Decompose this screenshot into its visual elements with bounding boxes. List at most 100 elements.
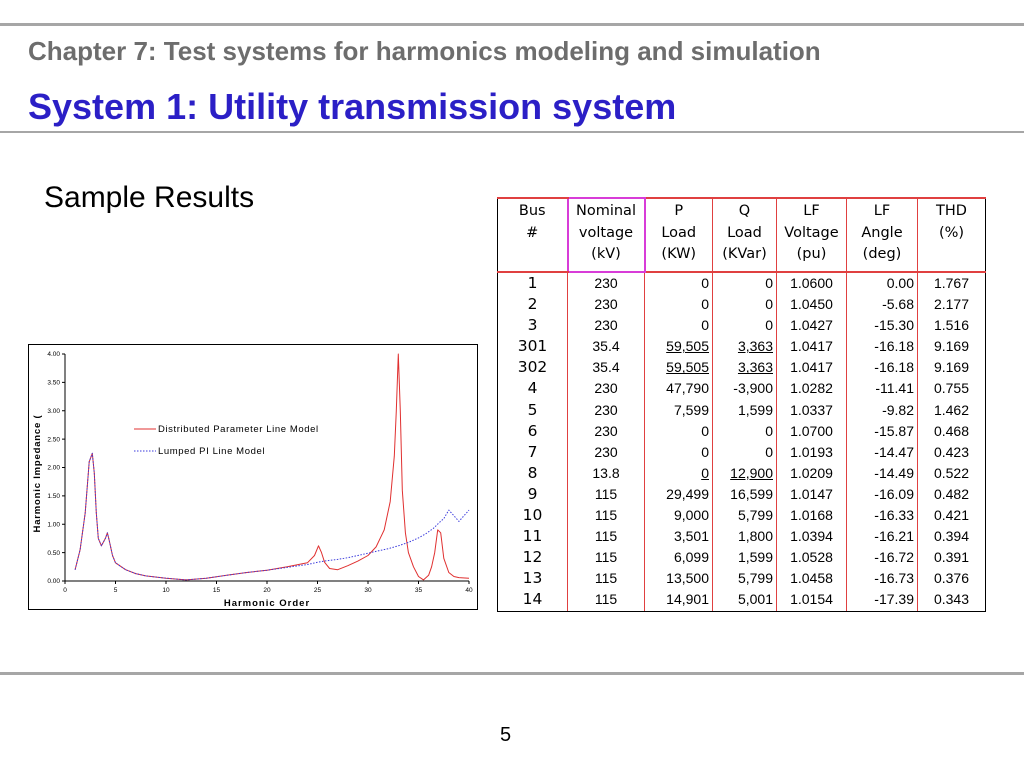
table-cell: -9.82 [846,399,918,421]
table-cell: 1.0417 [776,336,847,358]
table-cell: 2.177 [917,294,986,316]
results-table: Bus # Nominal voltage (kV) P Load (KW) Q Load (KVa… [497,197,986,612]
table-cell: 115 [567,526,645,548]
table-row: 14 115 14,901 5,001 1.0154 -17.39 0.343 [497,589,986,612]
table-cell: 35.4 [567,336,645,358]
legend-entry: Distributed Parameter Line Model [158,424,319,435]
table-cell: 115 [567,505,645,527]
table-cell: 0.394 [917,526,986,548]
header-line: Nominal [576,203,636,219]
bus-number-cell: 4 [497,378,568,400]
table-cell: 115 [567,547,645,569]
table-row: 301 35.4 59,505 3,363 1.0417 -16.18 9.169 [497,336,986,358]
table-row: 3 230 0 0 1.0427 -15.30 1.516 [497,315,986,337]
top-rule [0,23,1024,26]
table-cell: 35.4 [567,357,645,379]
x-tick-label: 25 [314,587,322,594]
table-cell: 3,363 [712,336,777,358]
x-tick-label: 15 [213,587,221,594]
table-cell: -14.49 [846,462,918,484]
table-cell: 0 [644,272,713,295]
y-tick-label: 0.00 [47,578,60,585]
table-cell: 1.0394 [776,526,847,548]
table-cell: 1.0700 [776,420,847,442]
y-tick-label: 1.50 [47,493,60,500]
series-line-distributed [74,353,470,581]
y-tick-label: 1.00 [47,521,60,528]
table-cell: 0 [644,462,713,484]
slide-title: System 1: Utility transmission system [28,86,677,127]
table-cell: -16.33 [846,505,918,527]
header-line: (pu) [796,246,827,262]
bus-number-cell: 10 [497,505,568,527]
table-cell: 16,599 [712,483,777,506]
table-cell: -16.72 [846,547,918,569]
series-line-lumped [74,452,470,581]
table-cell: -16.18 [846,336,918,358]
table-cell: 9.169 [917,357,986,379]
table-row: 11 115 3,501 1,800 1.0394 -16.21 0.394 [497,526,986,548]
y-tick-label: 2.50 [47,436,60,443]
table-cell: 12,900 [712,462,777,484]
table-cell: 115 [567,483,645,506]
table-cell: 230 [567,272,645,295]
bus-number-cell: 3 [497,315,568,337]
table-cell: 59,505 [644,357,713,379]
x-tick-label: 30 [364,587,372,594]
x-tick-label: 20 [263,587,271,594]
header-bus: Bus # [497,197,568,273]
header-line: Load [661,224,697,241]
table-cell: 0.423 [917,441,986,463]
header-line: voltage [578,224,634,241]
table-cell: 3,363 [712,357,777,379]
table-cell: 1,599 [712,399,777,421]
table-cell: 0 [712,315,777,337]
header-lf-voltage: LF Voltage (pu) [776,197,847,273]
header-line: Angle [861,224,903,241]
table-row: 1 230 0 0 1.0600 0.00 1.767 [497,272,986,295]
header-line: (KW) [661,246,697,262]
table-cell: 230 [567,399,645,421]
bus-number-cell: 302 [497,357,568,379]
table-cell: 1.516 [917,315,986,337]
table-cell: -14.47 [846,441,918,463]
bus-number-cell: 5 [497,399,568,421]
table-cell: -15.87 [846,420,918,442]
bus-number-cell: 8 [497,462,568,484]
y-tick-label: 4.00 [47,351,60,358]
table-cell: 1.0337 [776,399,847,421]
table-cell: -11.41 [846,378,918,400]
bus-number-cell: 2 [497,294,568,316]
table-cell: 0 [712,420,777,442]
table-cell: 1.462 [917,399,986,421]
bus-number-cell: 14 [497,589,568,612]
table-cell: 230 [567,378,645,400]
table-cell: 0.755 [917,378,986,400]
header-q-load: Q Load (KVar) [712,197,777,273]
table-cell: 29,499 [644,483,713,506]
table-cell: -16.21 [846,526,918,548]
table-row: 302 35.4 59,505 3,363 1.0417 -16.18 9.169 [497,357,986,379]
header-line: Q [738,203,751,219]
x-tick-label: 0 [63,587,67,594]
table-cell: 5,799 [712,505,777,527]
table-row: 9 115 29,499 16,599 1.0147 -16.09 0.482 [497,483,986,506]
table-row: 7 230 0 0 1.0193 -14.47 0.423 [497,441,986,463]
table-cell: 5,799 [712,568,777,590]
table-cell: 230 [567,294,645,316]
header-line: (KVar) [722,246,767,262]
bus-number-cell: 11 [497,526,568,548]
header-thd: THD (%) [917,197,986,273]
table-cell: -16.18 [846,357,918,379]
header-line: THD [936,203,967,219]
bus-number-cell: 1 [497,272,568,295]
table-cell: -17.39 [846,589,918,612]
bottom-rule [0,672,1024,675]
table-row: 12 115 6,099 1,599 1.0528 -16.72 0.391 [497,547,986,569]
table-cell: 47,790 [644,378,713,400]
table-cell: -16.73 [846,568,918,590]
x-tick-label: 10 [162,587,170,594]
bus-number-cell: 301 [497,336,568,358]
table-cell: 230 [567,420,645,442]
table-cell: 0.421 [917,505,986,527]
